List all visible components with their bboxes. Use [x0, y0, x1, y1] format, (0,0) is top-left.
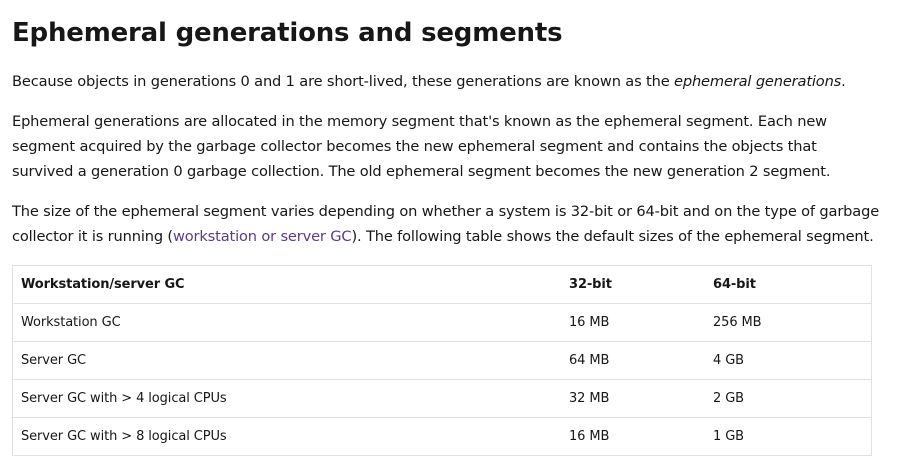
column-header-64-bit: 64-bit: [705, 265, 872, 304]
column-header-32-bit: 32-bit: [561, 265, 705, 304]
table-row: Server GC with > 4 logical CPUs 32 MB 2 …: [12, 379, 872, 418]
cell-gc-type: Workstation GC: [12, 303, 561, 342]
cell-32-bit: 32 MB: [561, 379, 705, 418]
workstation-server-gc-link[interactable]: workstation or server GC: [172, 228, 352, 245]
paragraph3-before: The size of the ephemeral segment varies…: [12, 203, 880, 245]
cell-64-bit: 2 GB: [705, 379, 872, 418]
article-content: Ephemeral generations and segments Becau…: [12, 0, 882, 456]
cell-gc-type: Server GC: [12, 341, 561, 380]
paragraph1-text: Because objects in generations 0 and 1 a…: [12, 73, 675, 90]
table-row: Workstation GC 16 MB 256 MB: [12, 303, 872, 342]
cell-32-bit: 64 MB: [561, 341, 705, 380]
table-header-row: Workstation/server GC 32-bit 64-bit: [12, 265, 872, 304]
table-row: Server GC with > 8 logical CPUs 16 MB 1 …: [12, 417, 872, 456]
paragraph3-after: ). The following table shows the default…: [351, 228, 874, 245]
cell-32-bit: 16 MB: [561, 303, 705, 342]
paragraph-segment-size: The size of the ephemeral segment varies…: [12, 199, 882, 249]
cell-gc-type: Server GC with > 4 logical CPUs: [12, 379, 561, 418]
cell-64-bit: 1 GB: [705, 417, 872, 456]
cell-64-bit: 256 MB: [705, 303, 872, 342]
cell-64-bit: 4 GB: [705, 341, 872, 380]
paragraph-ephemeral-segment: Ephemeral generations are allocated in t…: [12, 113, 831, 180]
cell-gc-type: Server GC with > 8 logical CPUs: [12, 417, 561, 456]
column-header-gc-type: Workstation/server GC: [12, 265, 561, 304]
page-title: Ephemeral generations and segments: [12, 18, 563, 48]
ephemeral-segment-size-table: Workstation/server GC 32-bit 64-bit Work…: [12, 265, 872, 456]
paragraph-ephemeral-generations: Because objects in generations 0 and 1 a…: [12, 69, 882, 94]
ephemeral-generations-emphasis: ephemeral generations: [674, 73, 842, 90]
cell-32-bit: 16 MB: [561, 417, 705, 456]
paragraph1-end: .: [841, 73, 846, 90]
table-row: Server GC 64 MB 4 GB: [12, 341, 872, 380]
